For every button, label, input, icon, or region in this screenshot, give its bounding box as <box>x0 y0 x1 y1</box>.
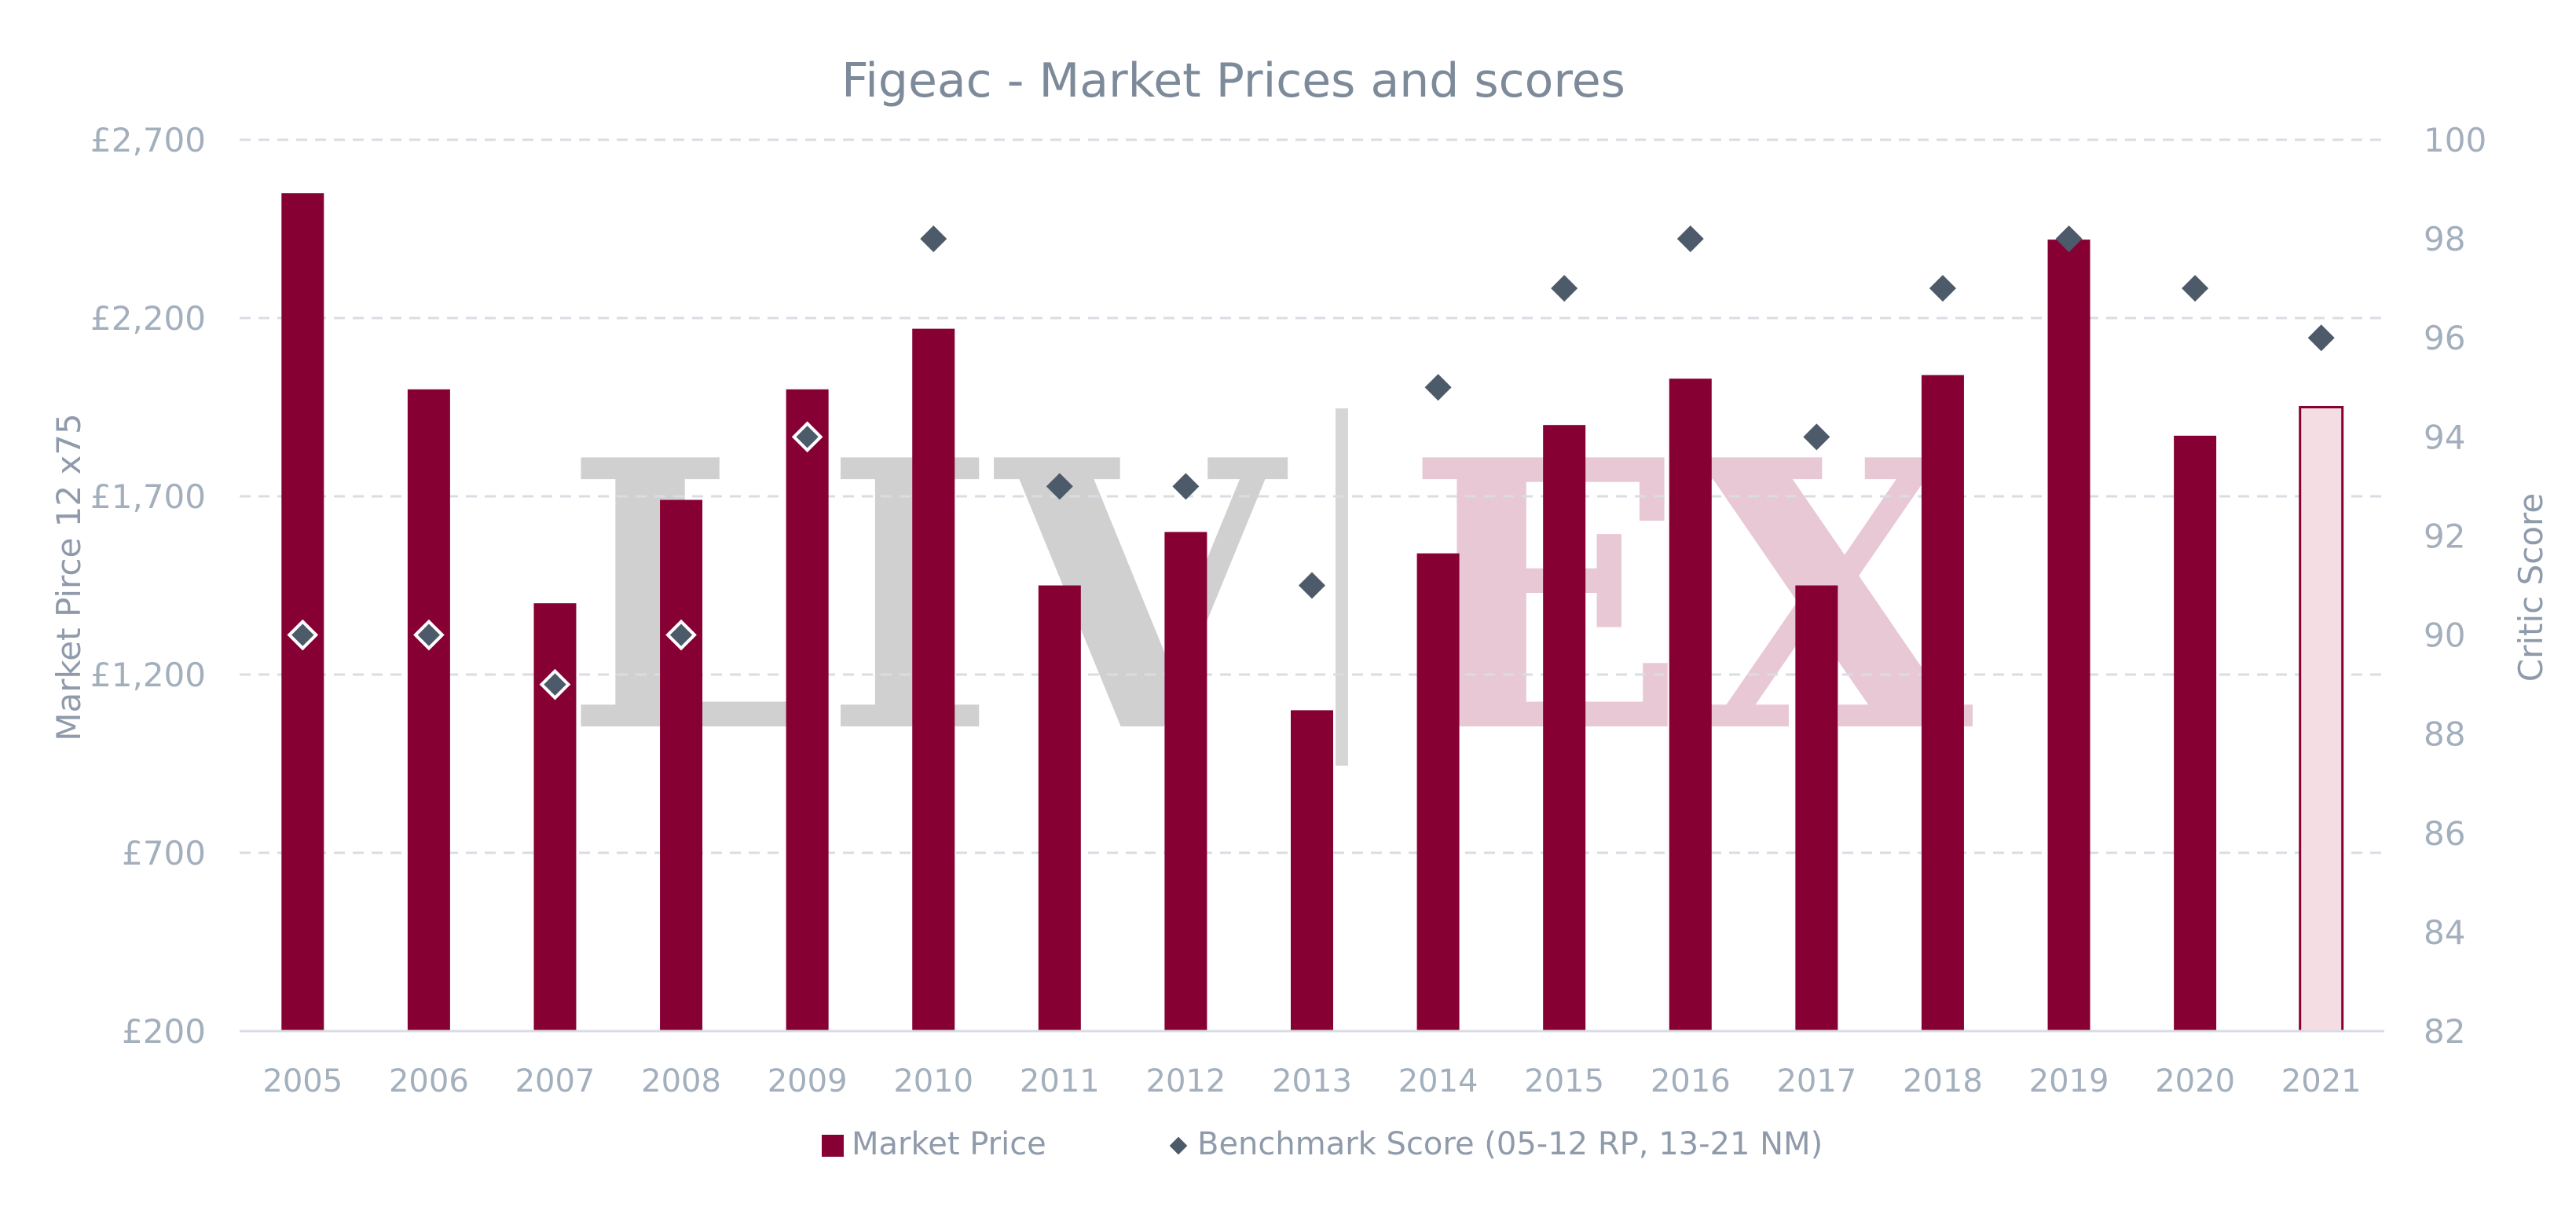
y-axis-left-tick-label: £200 <box>122 1012 206 1051</box>
x-axis-tick-label: 2018 <box>1903 1063 1983 1099</box>
point-benchmark-score <box>920 225 947 253</box>
bar-market-price <box>1669 379 1712 1031</box>
legend-label-market-price: Market Price <box>852 1126 1046 1162</box>
y-axis-left-tick-label: £2,700 <box>90 121 206 159</box>
point-benchmark-score <box>1299 572 1325 599</box>
point-benchmark-score <box>2307 324 2335 352</box>
point-benchmark-score <box>287 619 319 651</box>
bar-market-price <box>1921 375 1964 1031</box>
x-axis-tick-label: 2006 <box>389 1063 469 1099</box>
x-axis-tick-label: 2011 <box>1020 1063 1100 1099</box>
y-axis-right-tick-label: 82 <box>2424 1012 2465 1051</box>
y-axis-right-label: Critic Score <box>2512 493 2550 682</box>
bar-market-price <box>407 389 450 1031</box>
point-benchmark-score <box>1676 225 1704 253</box>
x-axis-tick-label: 2019 <box>2029 1063 2109 1099</box>
y-axis-left-label: Market Pirce 12 x75 <box>49 413 88 741</box>
point-benchmark-score <box>1172 473 1200 500</box>
y-axis-right-tick-label: 100 <box>2424 121 2486 159</box>
point-benchmark-score <box>1551 275 1578 302</box>
y-axis-right-tick-label: 98 <box>2424 220 2465 258</box>
x-axis-tick-label: 2017 <box>1776 1063 1856 1099</box>
scatter-series <box>287 225 2335 700</box>
x-axis-tick-label: 2009 <box>768 1063 848 1099</box>
x-axis-tick-label: 2005 <box>262 1063 343 1099</box>
point-benchmark-score <box>1046 473 1073 500</box>
legend: Market Price Benchmark Score (05-12 RP, … <box>822 1126 1823 1162</box>
y-axis-left-tick-label: £1,200 <box>90 656 206 694</box>
bar-market-price <box>660 499 703 1031</box>
point-benchmark-score <box>791 421 823 453</box>
point-benchmark-score <box>539 668 571 700</box>
point-benchmark-score <box>413 619 445 651</box>
point-benchmark-score <box>665 619 697 651</box>
x-axis-tick-label: 2013 <box>1272 1063 1352 1099</box>
point-benchmark-score <box>2055 225 2083 253</box>
x-axis-tick-label: 2015 <box>1524 1063 1604 1099</box>
y-axis-right-tick-label: 92 <box>2424 517 2465 555</box>
y-axis-right-tick-label: 94 <box>2424 418 2465 456</box>
bar-market-price <box>533 603 577 1031</box>
bar-market-price <box>1038 585 1081 1031</box>
x-axis-tick-label: 2010 <box>893 1063 973 1099</box>
bar-market-price <box>1543 425 1586 1031</box>
x-axis-tick-label: 2021 <box>2281 1063 2362 1099</box>
point-benchmark-score <box>1929 275 1956 302</box>
y-axis-right-tick-label: 90 <box>2424 616 2465 655</box>
bar-market-price <box>281 193 324 1032</box>
y-axis-right-tick-label: 84 <box>2424 913 2465 952</box>
y-axis-right-tick-label: 96 <box>2424 319 2465 357</box>
bar-market-price <box>2174 435 2217 1031</box>
bar-market-price <box>2047 240 2090 1031</box>
y-axis-right-tick-label: 88 <box>2424 715 2465 754</box>
point-benchmark-score <box>2182 275 2209 302</box>
x-axis-tick-label: 2014 <box>1398 1063 1479 1099</box>
bar-market-price <box>1164 532 1207 1031</box>
y-axis-left-tick-label: £700 <box>122 834 206 872</box>
x-axis-tick-label: 2020 <box>2155 1063 2235 1099</box>
x-axis-tick-label: 2007 <box>515 1063 595 1099</box>
bar-market-price <box>912 328 955 1031</box>
bar-market-price <box>786 389 829 1031</box>
legend-swatch-benchmark-score <box>1169 1136 1188 1155</box>
point-benchmark-score <box>1803 423 1830 451</box>
y-axis-left-tick-label: £2,200 <box>90 299 206 338</box>
x-axis-tick-label: 2008 <box>641 1063 721 1099</box>
axes: £200 £700 £1,200 £1,700 £2,200 £2,700 82 84 86 88… <box>90 121 2486 1099</box>
bar-market-price <box>1291 710 1333 1031</box>
bar-market-price <box>1795 585 1838 1031</box>
legend-label-benchmark-score: Benchmark Score (05-12 RP, 13-21 NM) <box>1197 1126 1823 1162</box>
chart-title: Figeac - Market Prices and scores <box>841 53 1625 108</box>
bar-market-price <box>1416 553 1460 1031</box>
x-axis-tick-label: 2016 <box>1651 1063 1731 1099</box>
bar-series <box>281 193 2344 1033</box>
y-axis-right-tick-label: 86 <box>2424 814 2465 853</box>
y-axis-left-tick-label: £1,700 <box>90 477 206 516</box>
point-benchmark-score <box>1424 374 1452 401</box>
watermark: LIVEX <box>564 380 1975 814</box>
legend-swatch-market-price <box>822 1135 844 1157</box>
bar-market-price <box>2299 406 2344 1033</box>
watermark-divider <box>1336 408 1348 766</box>
x-axis-tick-label: 2012 <box>1146 1063 1226 1099</box>
